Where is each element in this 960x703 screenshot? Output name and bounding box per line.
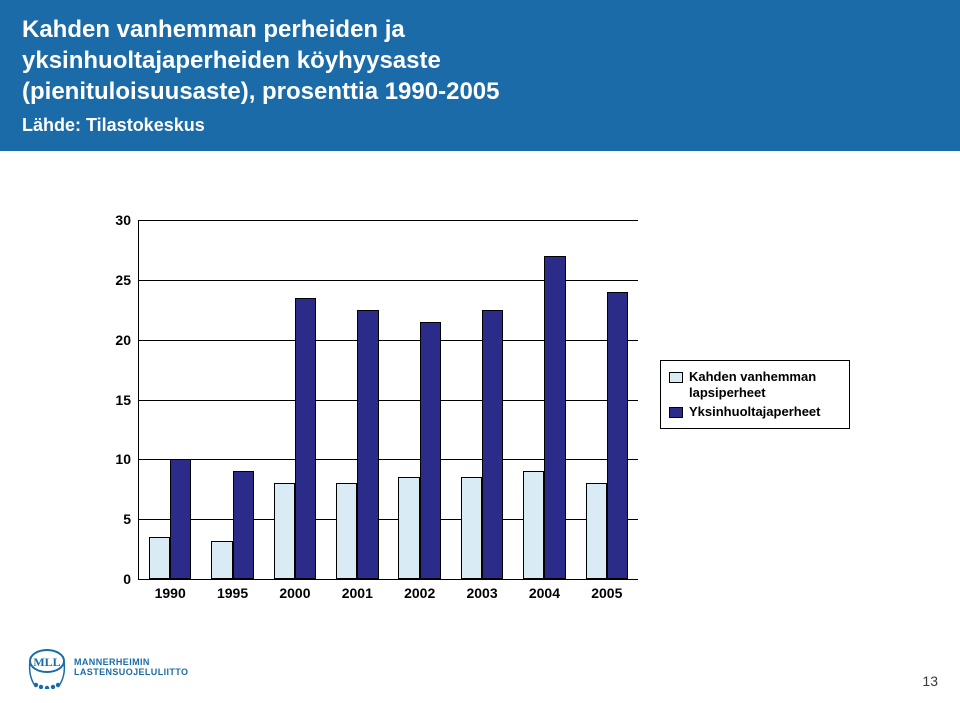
- legend-label: Yksinhuoltajaperheet: [689, 404, 820, 420]
- legend-swatch: [669, 407, 683, 418]
- bar: [586, 483, 607, 579]
- bar: [607, 292, 628, 579]
- svg-text:MLL: MLL: [33, 655, 60, 669]
- bar: [336, 483, 357, 579]
- bar: [357, 310, 378, 579]
- gridline: [139, 220, 638, 221]
- y-tick-label: 15: [115, 392, 139, 408]
- plot-area: 0510152025301990199520002001200220032004…: [138, 220, 638, 580]
- x-tick-label: 1995: [217, 579, 248, 601]
- footer-logo: MLL MANNERHEIMIN LASTENSUOJELULIITTO: [24, 647, 188, 689]
- footer-logo-text: MANNERHEIMIN LASTENSUOJELULIITTO: [74, 658, 188, 678]
- x-tick-label: 2003: [466, 579, 497, 601]
- bar: [295, 298, 316, 579]
- bar-chart: 0510152025301990199520002001200220032004…: [100, 220, 860, 620]
- page-number: 13: [922, 673, 938, 689]
- legend-item: Kahden vanhemman lapsiperheet: [667, 367, 843, 402]
- x-tick-label: 2000: [279, 579, 310, 601]
- x-tick-label: 1990: [155, 579, 186, 601]
- bar: [211, 541, 232, 579]
- mll-logo-icon: MLL: [24, 647, 70, 689]
- x-tick-label: 2005: [591, 579, 622, 601]
- y-tick-label: 5: [123, 511, 139, 527]
- title-line-2: yksinhuoltajaperheiden köyhyysaste: [22, 45, 938, 76]
- bar: [149, 537, 170, 579]
- title-line-3: (pienituloisuusaste), prosenttia 1990-20…: [22, 76, 938, 107]
- y-tick-label: 10: [115, 451, 139, 467]
- bar: [398, 477, 419, 579]
- chart-legend: Kahden vanhemman lapsiperheet Yksinhuolta…: [660, 360, 850, 429]
- x-tick-label: 2004: [529, 579, 560, 601]
- bar: [544, 256, 565, 579]
- title-line-1: Kahden vanhemman perheiden ja: [22, 14, 938, 45]
- bar: [482, 310, 503, 579]
- x-tick-label: 2001: [342, 579, 373, 601]
- bar: [274, 483, 295, 579]
- logo-text-bottom: LASTENSUOJELULIITTO: [74, 668, 188, 678]
- y-tick-label: 30: [115, 212, 139, 228]
- x-tick-label: 2002: [404, 579, 435, 601]
- legend-item: Yksinhuoltajaperheet: [667, 402, 843, 422]
- bar: [170, 459, 191, 579]
- bar: [420, 322, 441, 579]
- legend-swatch: [669, 372, 683, 383]
- subtitle: Lähde: Tilastokeskus: [22, 114, 938, 137]
- y-tick-label: 0: [123, 571, 139, 587]
- bar: [461, 477, 482, 579]
- y-tick-label: 20: [115, 332, 139, 348]
- bar: [523, 471, 544, 579]
- bar: [233, 471, 254, 579]
- y-tick-label: 25: [115, 272, 139, 288]
- legend-label: Kahden vanhemman lapsiperheet: [689, 369, 841, 400]
- slide-header: Kahden vanhemman perheiden ja yksinhuolt…: [0, 0, 960, 151]
